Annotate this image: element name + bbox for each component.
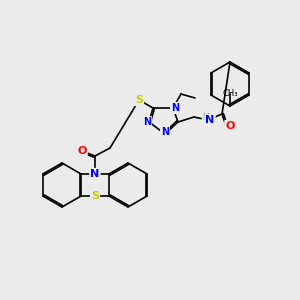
Text: S: S [91,191,99,201]
Text: O: O [77,146,87,156]
Text: N: N [171,103,179,113]
Text: S: S [135,95,143,105]
Text: N: N [90,169,100,179]
Text: N: N [206,115,214,125]
Text: N: N [161,127,169,137]
Text: N: N [143,117,151,127]
Text: H: H [202,112,209,122]
Text: O: O [225,121,235,131]
Text: CH₃: CH₃ [222,89,238,98]
